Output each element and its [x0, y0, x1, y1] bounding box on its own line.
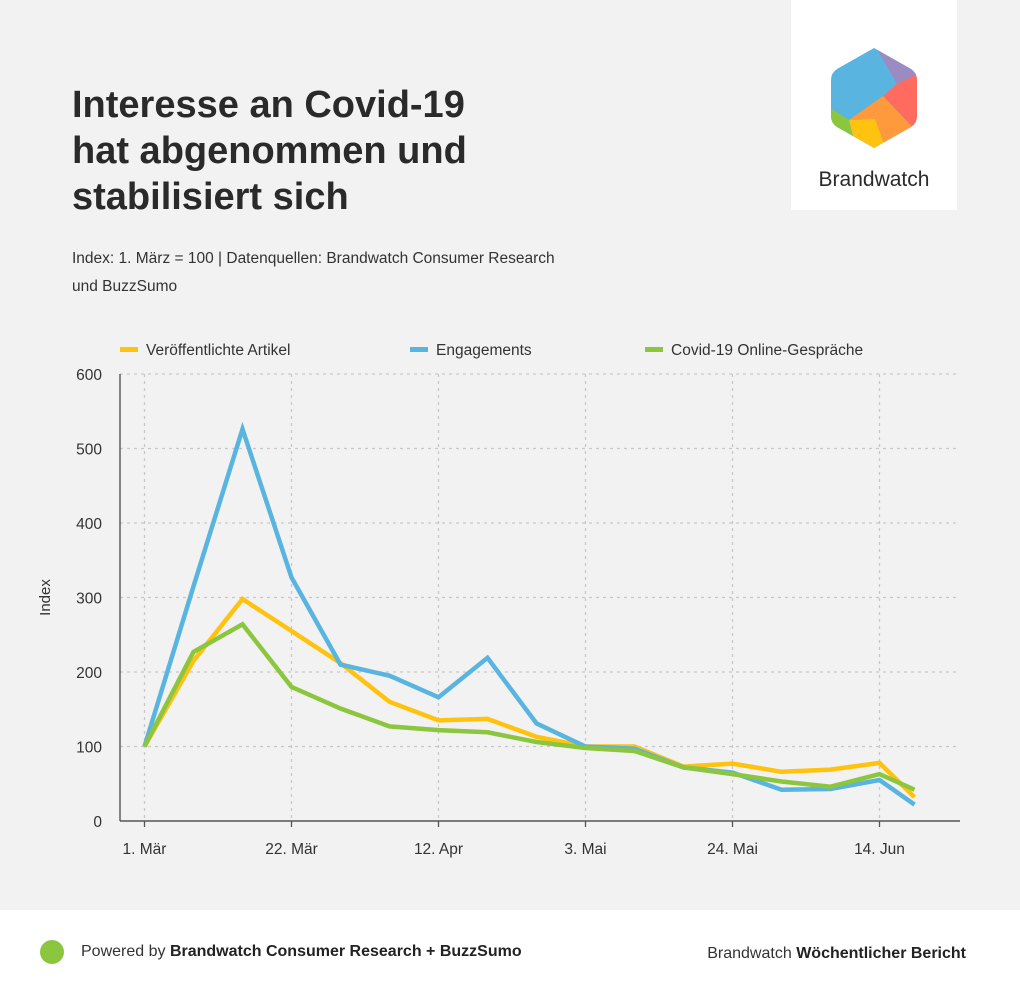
x-tick-label: 1. Mär: [123, 841, 167, 858]
legend-swatch: [410, 347, 428, 352]
y-tick-label: 300: [76, 591, 102, 608]
legend-label: Covid-19 Online-Gespräche: [671, 342, 863, 359]
title-line: Interesse an Covid-19: [72, 84, 465, 126]
legend-swatch: [120, 347, 138, 352]
legend-label: Veröffentlichte Artikel: [146, 342, 290, 359]
brand-logo-text: Brandwatch: [818, 168, 930, 191]
y-tick-label: 600: [76, 367, 102, 384]
brand-logo-card: Brandwatch: [791, 0, 957, 210]
y-tick-label: 0: [93, 814, 102, 831]
y-tick-label: 400: [76, 516, 102, 533]
powered-by-text: Powered by Brandwatch Consumer Research …: [81, 943, 522, 961]
page-title: Interesse an Covid-19 hat abgenommen und…: [72, 82, 692, 220]
brandwatch-hexagon-icon: [831, 48, 917, 148]
chart-axes: 0 100 200 300 400 500 600 1. Mär 22. Mär 12. Apr 3…: [37, 367, 960, 858]
legend-swatch: [645, 347, 663, 352]
subtitle-line: und BuzzSumo: [72, 278, 178, 295]
title-line: hat abgenommen und: [72, 130, 467, 172]
y-tick-label: 500: [76, 442, 102, 459]
x-tick-label: 3. Mai: [564, 841, 606, 858]
powered-prefix: Powered by: [81, 943, 166, 960]
subtitle: Index: 1. März = 100 | Datenquellen: Bra…: [72, 245, 632, 301]
chart-legend: Veröffentlichte Artikel Engagements Covid-…: [120, 342, 863, 359]
y-axis-label: Index: [37, 579, 54, 616]
y-tick-label: 200: [76, 665, 102, 682]
y-tick-label: 100: [76, 740, 102, 757]
powered-sources: Brandwatch Consumer Research + BuzzSumo: [169, 943, 522, 960]
chart-series: [142, 421, 917, 807]
x-tick-label: 14. Jun: [854, 841, 905, 858]
line-chart: Veröffentlichte Artikel Engagements Covid-…: [37, 342, 960, 858]
report-name: Wöchentlicher Bericht: [796, 945, 966, 962]
series-line-0: [142, 595, 917, 799]
x-tick-label: 24. Mai: [707, 841, 758, 858]
report-label: Brandwatch Wöchentlicher Bericht: [707, 945, 966, 963]
status-dot-icon: [40, 940, 64, 964]
legend-label: Engagements: [436, 342, 532, 359]
series-line-1: [142, 421, 916, 807]
footer-bar: Powered by Brandwatch Consumer Research …: [0, 910, 1020, 992]
x-tick-label: 12. Apr: [414, 841, 463, 858]
report-prefix: Brandwatch: [707, 945, 792, 962]
x-tick-label: 22. Mär: [265, 841, 318, 858]
subtitle-line: Index: 1. März = 100 | Datenquellen: Bra…: [72, 250, 555, 267]
series-line-2: [142, 621, 916, 792]
title-line: stabilisiert sich: [72, 176, 349, 218]
